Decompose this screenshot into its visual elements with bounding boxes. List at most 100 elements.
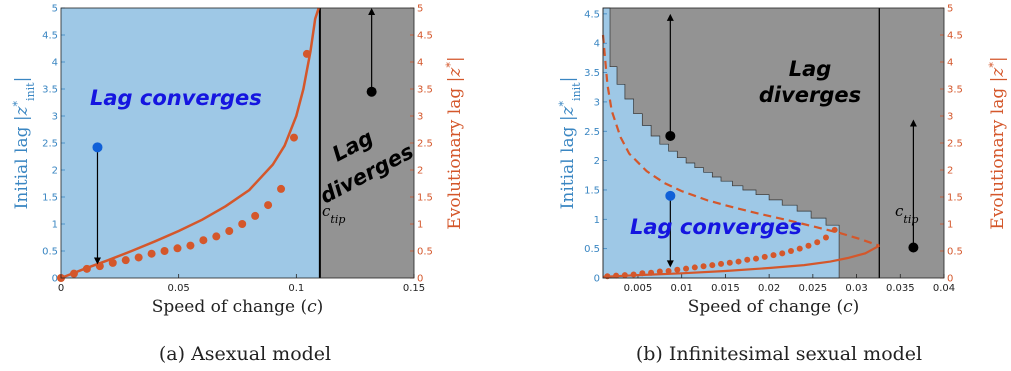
data-point	[691, 264, 698, 271]
y-tick-label: 2.5	[947, 139, 963, 150]
data-point	[302, 49, 311, 58]
data-point	[251, 211, 260, 220]
data-point	[121, 256, 130, 265]
y-tick-label: 0.5	[417, 247, 433, 258]
data-point	[69, 269, 78, 278]
lag-curve	[60, 7, 320, 280]
y-tick-label: 4.5	[417, 31, 433, 42]
y-tick-label: 0	[947, 274, 953, 285]
y-tick-label: 3.5	[584, 68, 600, 79]
data-point	[134, 253, 143, 262]
plot-frame	[60, 7, 415, 279]
x-axis-label: Speed of change (c)	[152, 297, 324, 317]
x-tick-label: 0	[58, 283, 64, 294]
x-tick-label: 0.035	[886, 283, 915, 294]
x-tick-label: 0.03	[845, 283, 867, 294]
y-tick-label: 4	[594, 39, 600, 50]
marker-arrowhead	[368, 8, 376, 15]
y-tick-label: 0.5	[42, 247, 58, 258]
y-tick-label: 1	[594, 215, 600, 226]
marker-point	[366, 86, 377, 97]
y-tick-label: 3	[417, 112, 423, 123]
region-label-diverges: diverges	[759, 83, 861, 107]
y-tick-label: 2	[594, 156, 600, 167]
data-point	[82, 264, 91, 273]
data-point	[709, 262, 716, 269]
y-tick-label: 3	[52, 112, 58, 123]
data-point	[95, 262, 104, 271]
data-point	[770, 252, 777, 259]
y-tick-label: 4	[52, 58, 58, 69]
data-point	[186, 241, 195, 250]
data-point	[212, 232, 221, 241]
y-tick-label: 2	[947, 166, 953, 177]
data-point	[648, 269, 655, 276]
diverge-region	[319, 8, 414, 278]
data-point	[814, 239, 821, 246]
y-tick-label: 0	[417, 274, 423, 285]
data-point	[225, 227, 234, 236]
y-tick-label: 4	[417, 58, 423, 69]
caption: (a) Asexual model	[159, 343, 331, 365]
region-label-lag: Lag	[789, 57, 832, 81]
data-point	[787, 248, 794, 254]
y-tick-label: 4.5	[947, 31, 963, 42]
x-tick-label: 0.05	[168, 283, 190, 294]
data-point	[621, 272, 628, 279]
data-point	[718, 260, 725, 267]
data-point	[656, 268, 663, 275]
y-axis-label-left: Initial lag |z*init|	[11, 77, 37, 210]
x-tick-label: 0.1	[288, 283, 304, 294]
data-point	[753, 255, 760, 262]
marker-point	[665, 130, 676, 141]
y-tick-label: 2.5	[584, 127, 600, 138]
y-tick-label: 0.5	[584, 244, 600, 255]
y-tick-label: 3.5	[947, 85, 963, 96]
x-tick-label: 0.005	[624, 283, 653, 294]
data-point	[683, 265, 690, 272]
y-tick-label: 3.5	[417, 85, 433, 96]
region-label-converges: Lag converges	[630, 215, 802, 239]
data-point	[613, 272, 620, 279]
data-point	[831, 226, 838, 233]
data-point	[744, 256, 751, 263]
data-point	[630, 271, 637, 278]
unstable-lag-curve	[601, 34, 880, 247]
y-tick-label: 1	[52, 220, 58, 231]
data-point	[639, 270, 646, 277]
y-tick-label: 1	[417, 220, 423, 231]
converge-region	[602, 7, 840, 279]
x-tick-label: 0.02	[758, 283, 780, 294]
data-point	[160, 247, 169, 255]
x-tick-label: 0.01	[671, 283, 693, 294]
panel-sexual: 0.005 0.01 0.015 0.02 0.025 0.03 0.035 0.0400.5…	[557, 4, 1009, 366]
data-point	[700, 263, 707, 270]
marker-arrowhead	[93, 257, 101, 265]
data-point	[147, 249, 156, 258]
data-point	[822, 234, 829, 241]
caption: (b) Infinitesimal sexual model	[636, 343, 922, 365]
data-point	[173, 244, 182, 253]
data-point	[726, 259, 733, 266]
marker-point	[908, 242, 919, 253]
panel-asexual: 0 0.05 0.1 0.1500.511.522.533.544.5500.511.…	[11, 4, 466, 366]
data-point	[796, 245, 803, 252]
x-tick-label: 0.04	[933, 283, 955, 294]
y-tick-label: 2	[417, 166, 423, 177]
y-tick-label: 5	[52, 4, 58, 15]
data-point	[805, 242, 812, 249]
plot-frame	[602, 7, 945, 279]
y-tick-label: 2.5	[417, 139, 433, 150]
y-axis-label-right: Evolutionary lag |z*|	[444, 56, 466, 229]
y-tick-label: 0.5	[947, 247, 963, 258]
y-tick-label: 3.5	[42, 85, 58, 96]
marker-point	[92, 142, 103, 153]
y-tick-label: 1.5	[42, 193, 58, 204]
marker-point	[665, 190, 676, 201]
y-tick-label: 2.5	[42, 139, 58, 150]
x-tick-label: 0.015	[711, 283, 740, 294]
data-point	[199, 236, 208, 245]
data-point	[289, 133, 298, 142]
converge-region	[61, 8, 320, 278]
y-tick-label: 4.5	[584, 9, 600, 20]
